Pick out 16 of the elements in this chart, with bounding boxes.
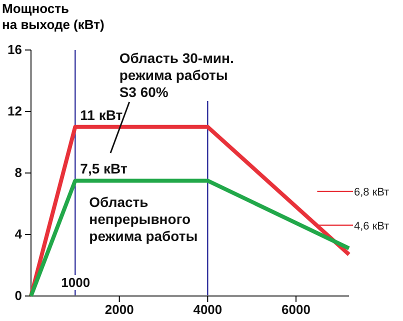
ref-line-label: 4,6 кВт [354, 220, 390, 232]
annotation: 7,5 кВт [80, 160, 128, 177]
y-tick-label: 4 [14, 226, 23, 242]
x-tick-label: 2000 [104, 302, 134, 318]
x-tick-label: 6000 [282, 302, 310, 318]
y-axis-title: Мощность на выходе (кВт) [2, 1, 104, 32]
annotation: 11 кВт [80, 106, 123, 123]
y-tick-label: 0 [14, 288, 22, 304]
annotation: Область 30-мин. режима работы S3 60% [119, 50, 234, 100]
y-tick-label: 16 [8, 42, 22, 58]
ref-line-label: 1000 [61, 275, 90, 290]
x-tick-label: 4000 [193, 302, 222, 318]
annotation: Область непрерывного режима работы [89, 194, 198, 244]
y-tick-label: 8 [14, 165, 22, 180]
y-tick-label: 12 [8, 104, 22, 119]
ref-line-label: 6,8 кВт [354, 186, 390, 198]
